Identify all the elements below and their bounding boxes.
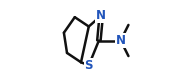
Text: S: S [85, 59, 93, 72]
Text: N: N [96, 9, 106, 22]
Text: N: N [116, 34, 126, 47]
